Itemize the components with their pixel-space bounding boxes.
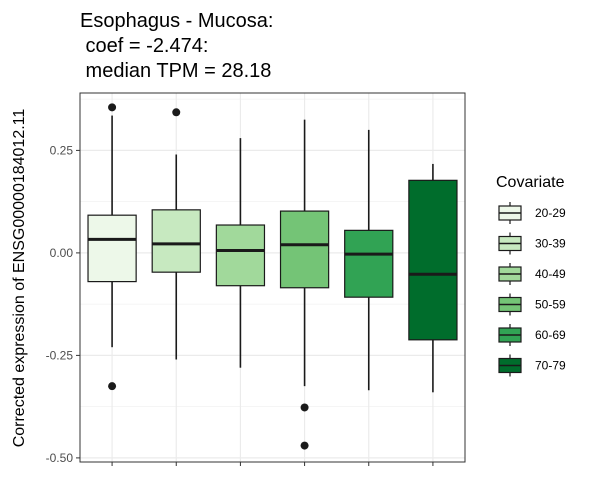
legend-item-50-59: 50-59: [498, 293, 566, 316]
legend-label: 60-69: [535, 328, 566, 342]
legend-label: 30-39: [535, 237, 566, 251]
legend-title: Covariate: [496, 174, 565, 191]
outlier-point: [300, 441, 309, 450]
legend: Covariate 20-29 30-39 40-49 50-59 60-69 70-79: [496, 174, 566, 377]
box-iqr: [87, 214, 137, 283]
box-iqr: [215, 224, 266, 287]
y-tick-label: -0.25: [46, 348, 74, 362]
y-tick-label: 0.25: [50, 143, 74, 157]
legend-item-40-49: 40-49: [498, 263, 566, 285]
chart-title-line-2: coef = -2.474:: [80, 35, 208, 57]
box-40-49: [215, 138, 266, 368]
chart-title-line-3: median TPM = 28.18: [80, 60, 271, 82]
boxes: [87, 103, 458, 450]
legend-label: 20-29: [535, 206, 566, 220]
outlier-point: [300, 403, 309, 412]
legend-item-70-79: 70-79: [498, 354, 566, 377]
axes: 0.25 0.00 -0.25 -0.50: [46, 143, 434, 466]
y-tick-label: 0.00: [50, 246, 74, 260]
outlier-point: [172, 108, 181, 117]
outlier-point: [108, 382, 117, 391]
y-axis-title: Corrected expression of ENSG00000184012.…: [11, 109, 28, 448]
box-30-39: [151, 108, 201, 360]
box-50-59: [279, 119, 330, 450]
box-iqr: [408, 179, 458, 341]
plot-panel-border: [79, 92, 466, 463]
legend-item-20-29: 20-29: [498, 202, 566, 224]
box-iqr: [151, 209, 201, 273]
chart-title: Esophagus - Mucosa: coef = -2.474: media…: [80, 10, 273, 82]
outlier-point: [108, 103, 117, 112]
legend-item-30-39: 30-39: [498, 232, 566, 255]
box-iqr: [344, 229, 394, 298]
legend-label: 70-79: [535, 359, 566, 373]
y-tick-label: -0.50: [46, 451, 74, 465]
box-20-29: [87, 103, 137, 391]
box-60-69: [344, 129, 394, 391]
legend-item-60-69: 60-69: [498, 324, 566, 346]
box-iqr: [279, 210, 330, 289]
legend-label: 40-49: [535, 267, 566, 281]
legend-label: 50-59: [535, 298, 566, 312]
box-70-79: [408, 163, 458, 393]
plot-panel: [80, 93, 465, 462]
chart-title-line-1: Esophagus - Mucosa:: [80, 10, 273, 32]
